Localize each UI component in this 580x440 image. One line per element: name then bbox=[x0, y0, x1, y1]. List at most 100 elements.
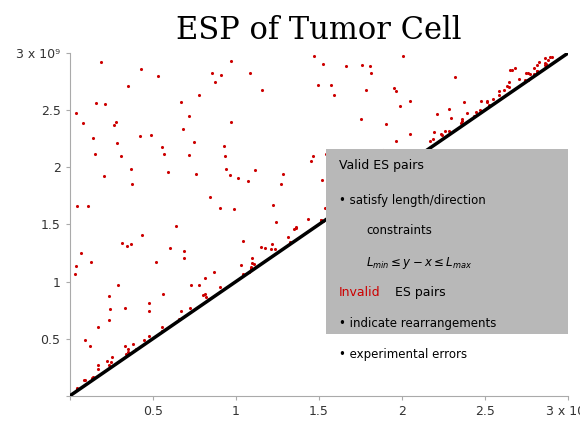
Point bbox=[357, 62, 366, 69]
Point bbox=[136, 65, 146, 72]
Point bbox=[530, 70, 539, 77]
Point bbox=[118, 240, 127, 247]
Point bbox=[332, 207, 341, 214]
Point bbox=[126, 241, 136, 248]
Point bbox=[358, 177, 367, 184]
Point bbox=[482, 98, 491, 105]
Point bbox=[71, 271, 80, 278]
Point bbox=[164, 169, 173, 176]
Point bbox=[329, 91, 339, 98]
Point bbox=[523, 76, 532, 83]
Point bbox=[176, 98, 186, 105]
Point bbox=[126, 165, 136, 172]
Point bbox=[114, 281, 123, 288]
Point bbox=[444, 105, 453, 112]
Point bbox=[190, 139, 199, 146]
Point bbox=[378, 147, 387, 154]
Point bbox=[444, 128, 454, 135]
Point bbox=[271, 219, 281, 226]
Point bbox=[215, 204, 224, 211]
Point bbox=[317, 216, 326, 224]
Point bbox=[317, 177, 327, 184]
Point bbox=[365, 175, 374, 182]
Point bbox=[191, 171, 200, 178]
Point bbox=[292, 224, 301, 231]
Point bbox=[546, 54, 555, 61]
Point bbox=[365, 174, 374, 181]
Point bbox=[158, 144, 167, 151]
Point bbox=[270, 245, 280, 252]
Point bbox=[124, 83, 133, 90]
Point bbox=[390, 85, 399, 92]
Point bbox=[364, 185, 373, 192]
Point bbox=[342, 62, 351, 69]
Point bbox=[211, 78, 220, 85]
Point bbox=[347, 196, 357, 203]
Point bbox=[381, 120, 390, 127]
Point bbox=[283, 233, 292, 240]
Point bbox=[106, 306, 115, 313]
Point bbox=[157, 324, 166, 331]
Text: Invalid: Invalid bbox=[339, 286, 380, 299]
Point bbox=[78, 119, 88, 126]
Text: Valid ES pairs: Valid ES pairs bbox=[339, 159, 424, 172]
Point bbox=[440, 127, 450, 134]
Point bbox=[72, 263, 81, 270]
Point bbox=[217, 71, 226, 78]
Point bbox=[243, 178, 252, 185]
Point bbox=[541, 62, 550, 69]
Point bbox=[285, 238, 294, 245]
Point bbox=[436, 131, 445, 138]
Point bbox=[541, 59, 550, 66]
Point bbox=[505, 84, 514, 91]
Point bbox=[504, 79, 513, 86]
Point bbox=[72, 385, 81, 392]
Point bbox=[476, 97, 485, 104]
Point bbox=[201, 275, 210, 282]
Point bbox=[313, 81, 322, 88]
Point bbox=[251, 166, 260, 173]
Point bbox=[347, 197, 356, 204]
Point bbox=[109, 121, 118, 128]
Point bbox=[320, 205, 329, 212]
Point bbox=[532, 68, 542, 75]
Point bbox=[102, 358, 111, 365]
Point bbox=[165, 244, 175, 251]
Point bbox=[336, 198, 346, 205]
FancyBboxPatch shape bbox=[327, 149, 568, 334]
Point bbox=[276, 180, 285, 187]
Point bbox=[93, 323, 103, 330]
Point bbox=[469, 112, 478, 119]
Point bbox=[541, 61, 550, 68]
Point bbox=[523, 70, 532, 77]
Point bbox=[94, 366, 103, 373]
Point bbox=[285, 240, 295, 247]
Point bbox=[202, 293, 211, 300]
Point bbox=[159, 150, 168, 158]
Point bbox=[425, 138, 434, 145]
Point bbox=[128, 180, 137, 187]
Point bbox=[392, 88, 401, 95]
Point bbox=[515, 76, 524, 83]
Point bbox=[137, 231, 146, 238]
Point bbox=[246, 264, 256, 271]
Point bbox=[239, 270, 248, 277]
Point bbox=[347, 194, 356, 201]
Point bbox=[129, 341, 138, 348]
Text: ES pairs: ES pairs bbox=[392, 286, 446, 299]
Point bbox=[532, 67, 542, 74]
Point bbox=[233, 175, 242, 182]
Point bbox=[361, 86, 371, 93]
Point bbox=[319, 61, 328, 68]
Point bbox=[104, 317, 114, 324]
Title: ESP of Tumor Cell: ESP of Tumor Cell bbox=[176, 15, 462, 46]
Point bbox=[179, 254, 188, 261]
Point bbox=[97, 59, 106, 66]
Point bbox=[180, 247, 189, 254]
Point bbox=[385, 150, 394, 157]
Point bbox=[398, 52, 408, 59]
Point bbox=[507, 66, 516, 73]
Point bbox=[200, 291, 209, 298]
Point bbox=[396, 156, 405, 163]
Point bbox=[475, 106, 484, 113]
